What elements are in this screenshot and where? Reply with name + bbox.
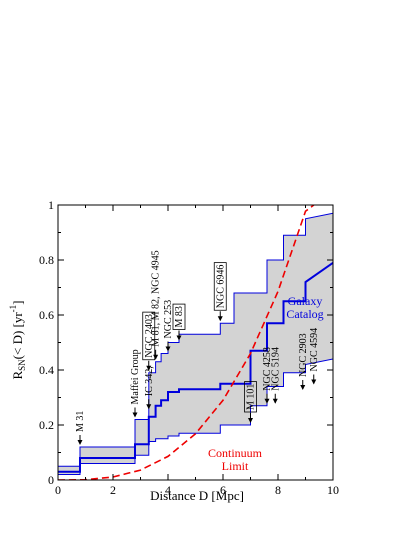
band-upper-bound-line [58,212,333,467]
annotation-m-101: M 101 [244,381,257,423]
x-tick-label: 0 [55,483,61,497]
annotation-arrow-head [264,398,270,404]
annotation-m-81-m-82-ngc-4945: M 81, M 82, NGC 4945 [151,250,162,360]
y-tick-label: 0 [48,473,54,487]
legend-text: Catalog [286,307,323,321]
annotation-ngc-253: NGC 253 [163,300,174,352]
x-tick-label: 6 [220,483,226,497]
y-tick-label: 0.6 [39,308,54,322]
annotation-label: M 31 [75,411,86,432]
galaxy-catalog-line [58,261,333,473]
y-tick-label: 1 [48,198,54,212]
annotation-label: M 83 [174,306,185,327]
annotation-ngc-2903: NGC 2903 [298,333,309,390]
annotation-arrow-head [176,335,182,341]
annotation-ngc-5194: NGC 5194 [270,347,281,404]
annotation-arrow-head [153,354,159,360]
annotation-label: NGC 4594 [309,328,320,372]
annotation-arrow-head [146,404,152,410]
continuum-limit-line [58,205,315,480]
annotation-label: M 101 [246,384,257,410]
y-tick-label: 0.2 [39,418,54,432]
y-tick-label: 0.4 [39,363,54,377]
annotation-arrow-head [165,346,171,352]
y-axis-label: RSN(< D) [yr-1] [8,300,27,379]
axes-frame-layer: 0 2 4 6 8 10 0 0.2 0.4 0.6 0.8 1 [39,198,339,497]
legend-text: Galaxy [288,294,323,308]
annotation-arrow-head [217,316,223,322]
annotation-ngc-4594: NGC 4594 [309,328,320,385]
annotation-box [213,262,227,311]
x-tick-label: 2 [110,483,116,497]
series-layer [58,205,333,480]
annotation-label: Maffei Group [130,349,141,404]
annotation-box [244,381,257,413]
annotation-label: NGC 6946 [215,265,226,309]
annotation-label: NGC 5194 [270,347,281,391]
annotation-label: NGC 4258 [262,347,273,391]
annotation-box [172,303,186,330]
annotation-arrow-head [300,385,306,390]
legend-text: Continuum [208,446,263,460]
annotation-m-31: M 31 [75,411,86,445]
annotation-ic-342-: IC 342, [144,366,155,410]
y-tick-label: 0.8 [39,253,54,267]
annotation-maffei-group: Maffei Group [130,349,141,418]
annotation-label: NGC 253 [163,300,174,339]
annotation-label: M 81, M 82, NGC 4945 [151,250,162,346]
x-tick-label: 10 [327,483,339,497]
annotation-arrow-head [77,440,83,445]
uncertainty-band [58,213,333,475]
annotation-m-83: M 83 [172,303,186,341]
annotation-arrow-head [311,379,317,385]
annotation-label: IC 342, [144,366,155,396]
annotation-label: NGC 2403 [144,314,155,358]
annotation-arrow-head [146,365,152,371]
annotation-ngc-2403: NGC 2403 [142,311,156,371]
annotation-arrow-head [272,398,278,404]
annotation-label: NGC 2903 [298,333,309,377]
x-tick-label: 8 [275,483,281,497]
annotation-ngc-6946: NGC 6946 [213,262,227,322]
x-axis-label: Distance D [Mpc] [150,488,244,503]
legend-text: Limit [222,459,249,473]
annotation-box [142,311,156,361]
annotation-arrow-head [248,418,253,423]
annotation-ngc-4258: NGC 4258 [262,347,273,404]
annotation-arrow-head [132,412,138,418]
x-tick-label: 4 [165,483,171,497]
